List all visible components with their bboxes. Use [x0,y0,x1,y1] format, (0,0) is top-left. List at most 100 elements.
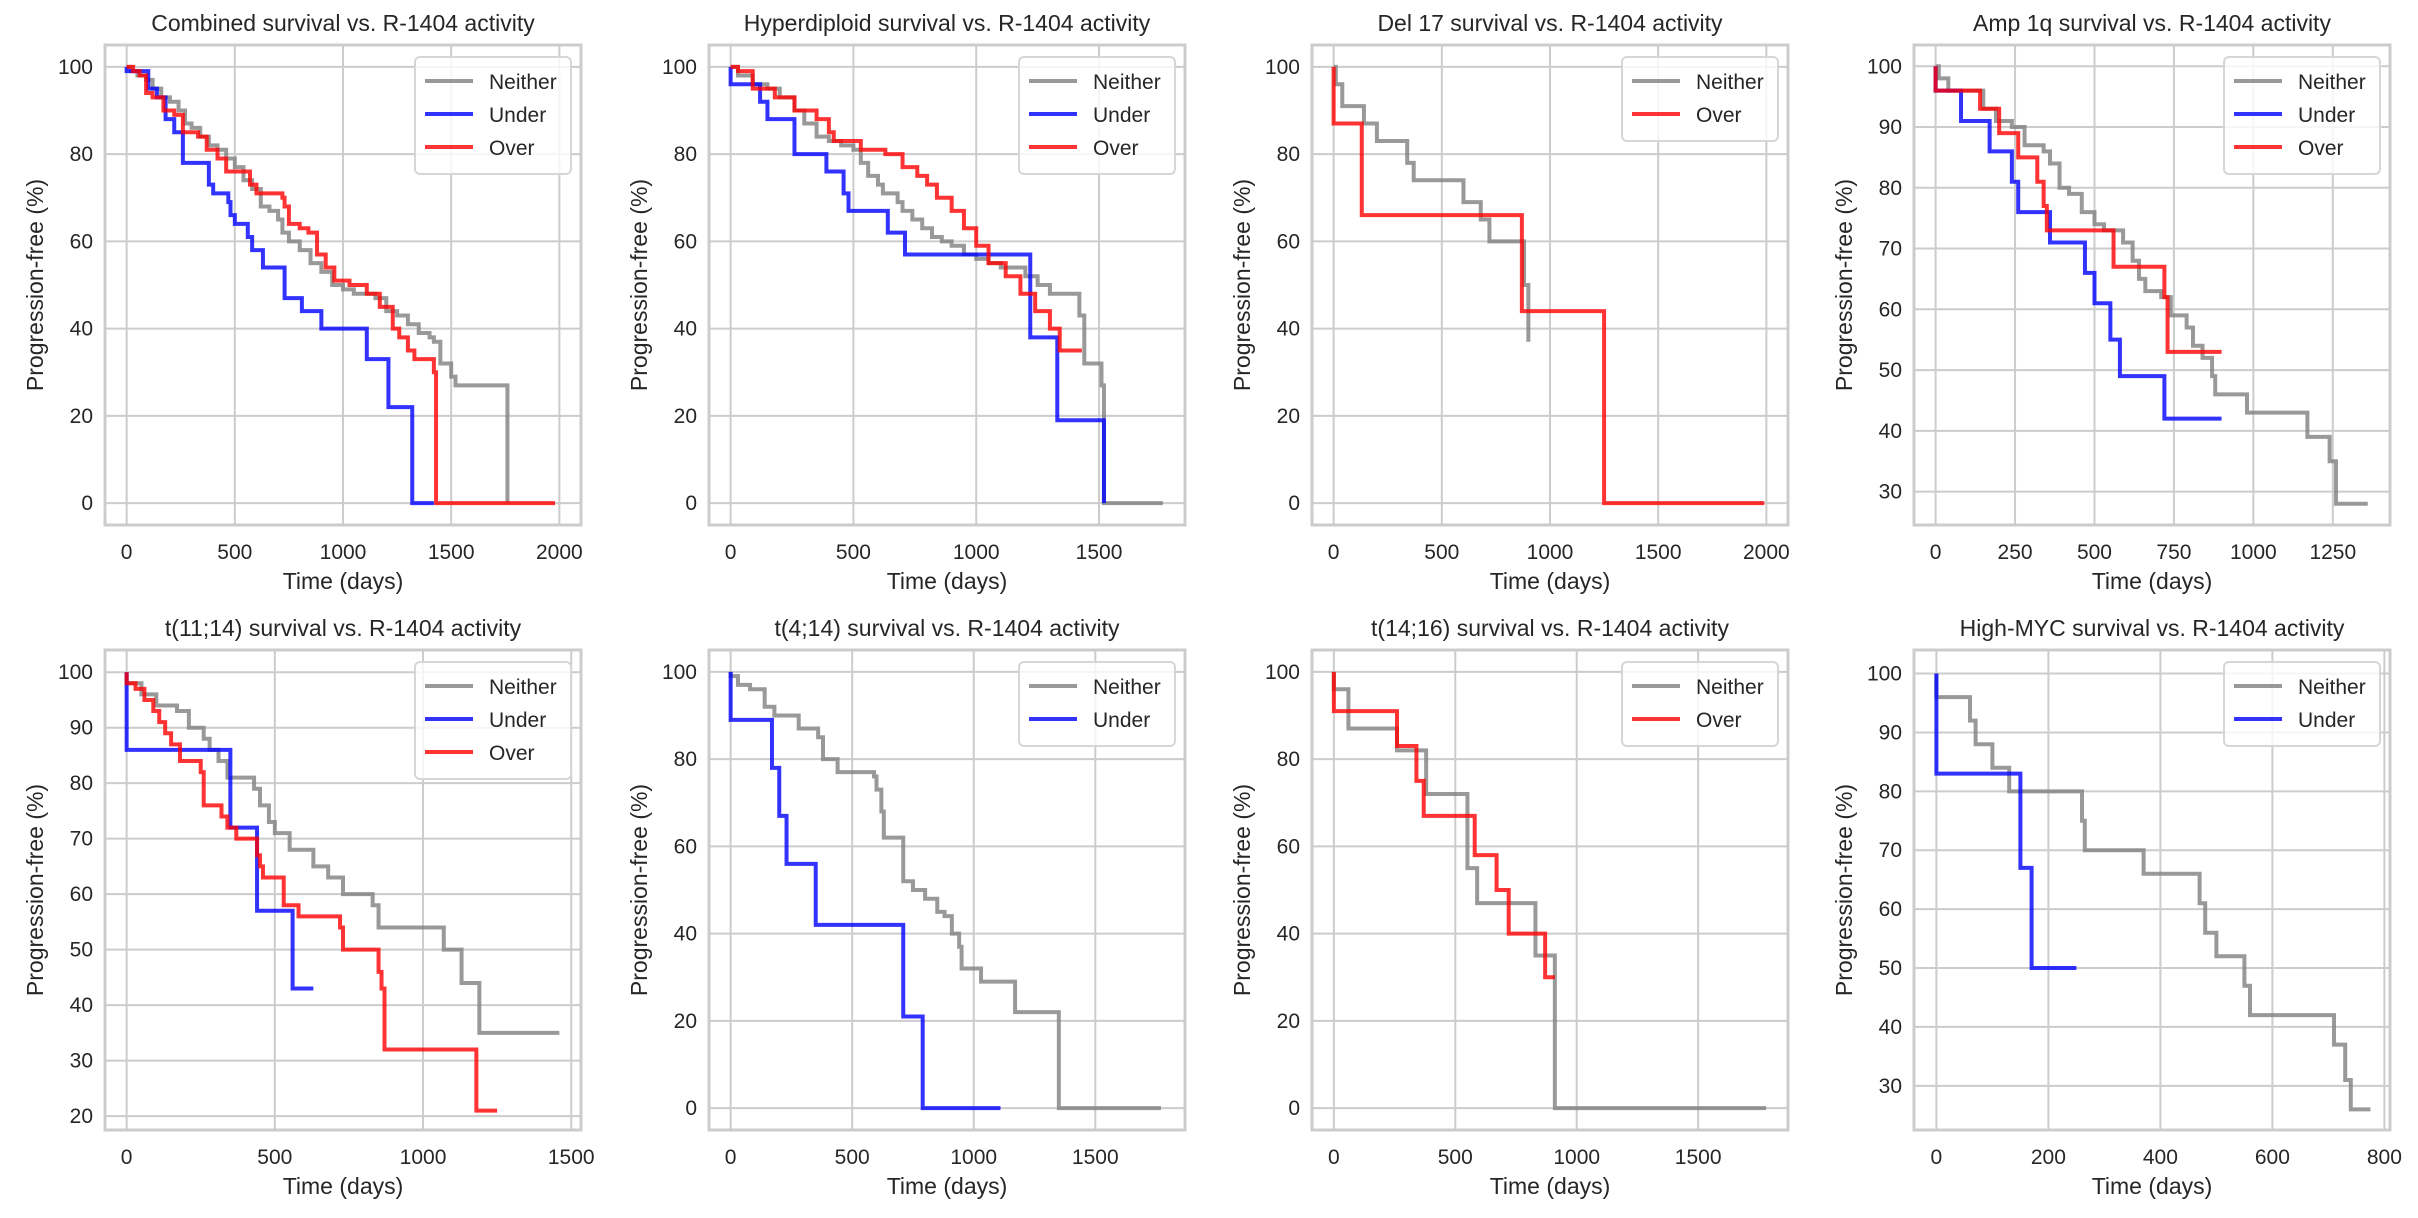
series-line-neither [1934,673,2371,1112]
legend-label-over: Over [489,137,535,160]
y-tick-label: 40 [1277,318,1300,341]
x-tick-label: 500 [257,1146,292,1169]
y-tick-label: 100 [1265,661,1300,684]
legend: Neither Under [1018,661,1176,747]
x-tick-label: 600 [2255,1146,2290,1169]
subplot-hyperdiploid: Hyperdiploid survival vs. R-1404 activit… [626,10,1187,594]
x-axis-label: Time (days) [887,568,1008,594]
x-tick-label: 500 [835,1146,870,1169]
x-tick-label: 1500 [548,1146,595,1169]
y-tick-label: 60 [1879,898,1902,921]
x-tick-label: 250 [1998,541,2033,564]
legend-label-under: Under [1093,104,1150,127]
subplot-title: Del 17 survival vs. R-1404 activity [1377,10,1723,36]
x-tick-label: 0 [1930,541,1942,564]
y-tick-label: 60 [1277,835,1300,858]
subplot-title: Hyperdiploid survival vs. R-1404 activit… [744,10,1151,36]
x-tick-label: 1250 [2309,541,2356,564]
legend-label-neither: Neither [1093,71,1161,94]
y-tick-label: 30 [70,1050,93,1073]
legend-label-under: Under [2298,104,2355,127]
y-tick-label: 0 [1288,1097,1300,1120]
y-axis-label: Progression-free (%) [1831,179,1857,391]
subplot-high-myc: High-MYC survival vs. R-1404 activity 0 20… [1831,615,2402,1199]
y-tick-label: 30 [1879,1075,1902,1098]
y-tick-label: 70 [1879,839,1902,862]
x-tick-label: 0 [725,541,737,564]
y-tick-label: 100 [1867,663,1902,686]
x-tick-label: 1000 [2230,541,2277,564]
y-tick-label: 40 [1879,420,1902,443]
subplot-title: t(11;14) survival vs. R-1404 activity [165,615,522,641]
y-tick-label: 50 [70,939,93,962]
x-tick-label: 1500 [1076,541,1123,564]
y-tick-label: 0 [685,492,697,515]
legend-label-under: Under [489,709,546,732]
y-tick-label: 20 [1277,1010,1300,1033]
x-tick-label: 0 [1328,1146,1340,1169]
y-tick-label: 100 [1265,56,1300,79]
plot-frame [707,648,1187,1132]
x-tick-label: 1500 [1072,1146,1119,1169]
y-tick-label: 60 [70,230,93,253]
x-axis-label: Time (days) [2092,1173,2213,1199]
y-tick-label: 60 [674,835,697,858]
legend-label-under: Under [2298,709,2355,732]
y-tick-label: 70 [70,828,93,851]
legend-label-under: Under [489,104,546,127]
y-tick-label: 80 [1879,177,1902,200]
y-tick-label: 40 [70,994,93,1017]
y-tick-label: 80 [674,143,697,166]
legend-label-neither: Neither [489,71,557,94]
x-tick-label: 2000 [536,541,583,564]
legend-label-neither: Neither [489,676,557,699]
x-axis-label: Time (days) [283,568,404,594]
y-tick-label: 100 [58,661,93,684]
legend-box [2223,56,2381,175]
series-line-under [728,66,1106,504]
legend-box [414,661,572,780]
legend-label-neither: Neither [1093,676,1161,699]
y-tick-label: 60 [674,230,697,253]
x-tick-label: 750 [2156,541,2191,564]
x-axis-label: Time (days) [887,1173,1008,1199]
series-line-over [1331,671,1555,980]
x-axis-label: Time (days) [2092,568,2213,594]
y-tick-label: 100 [662,56,697,79]
x-axis-label: Time (days) [1490,568,1611,594]
x-tick-label: 0 [121,1146,133,1169]
y-tick-label: 80 [70,772,93,795]
series-line-neither [728,671,1161,1111]
legend-box [1621,56,1779,142]
y-tick-label: 80 [1277,748,1300,771]
legend-box [2223,661,2381,747]
x-tick-label: 500 [217,541,252,564]
y-tick-label: 80 [674,748,697,771]
series-line-neither [1333,64,1531,342]
y-axis-label: Progression-free (%) [1831,784,1857,996]
series-line-over [124,672,498,1113]
y-tick-label: 40 [674,923,697,946]
y-tick-label: 60 [1277,230,1300,253]
y-tick-label: 80 [1879,780,1902,803]
x-tick-label: 800 [2367,1146,2402,1169]
y-tick-label: 40 [70,318,93,341]
series-line-under [124,66,434,506]
x-tick-label: 1000 [1527,541,1574,564]
legend-box [1018,661,1176,747]
y-tick-label: 100 [1867,55,1902,78]
legend: Neither Under Over [414,56,572,175]
series-line-neither [124,672,560,1035]
plot-frame [1912,648,2392,1132]
y-tick-label: 60 [70,883,93,906]
subplot-title: Amp 1q survival vs. R-1404 activity [1973,10,2331,36]
plot-frame [1310,43,1790,527]
x-tick-label: 400 [2143,1146,2178,1169]
subplot-t-14-16: t(14;16) survival vs. R-1404 activity 0 50… [1229,615,1790,1199]
series-line-over [730,64,1082,353]
y-tick-label: 70 [1879,238,1902,261]
x-tick-label: 1000 [320,541,367,564]
series-line-under [1933,66,2222,421]
y-tick-label: 80 [1277,143,1300,166]
